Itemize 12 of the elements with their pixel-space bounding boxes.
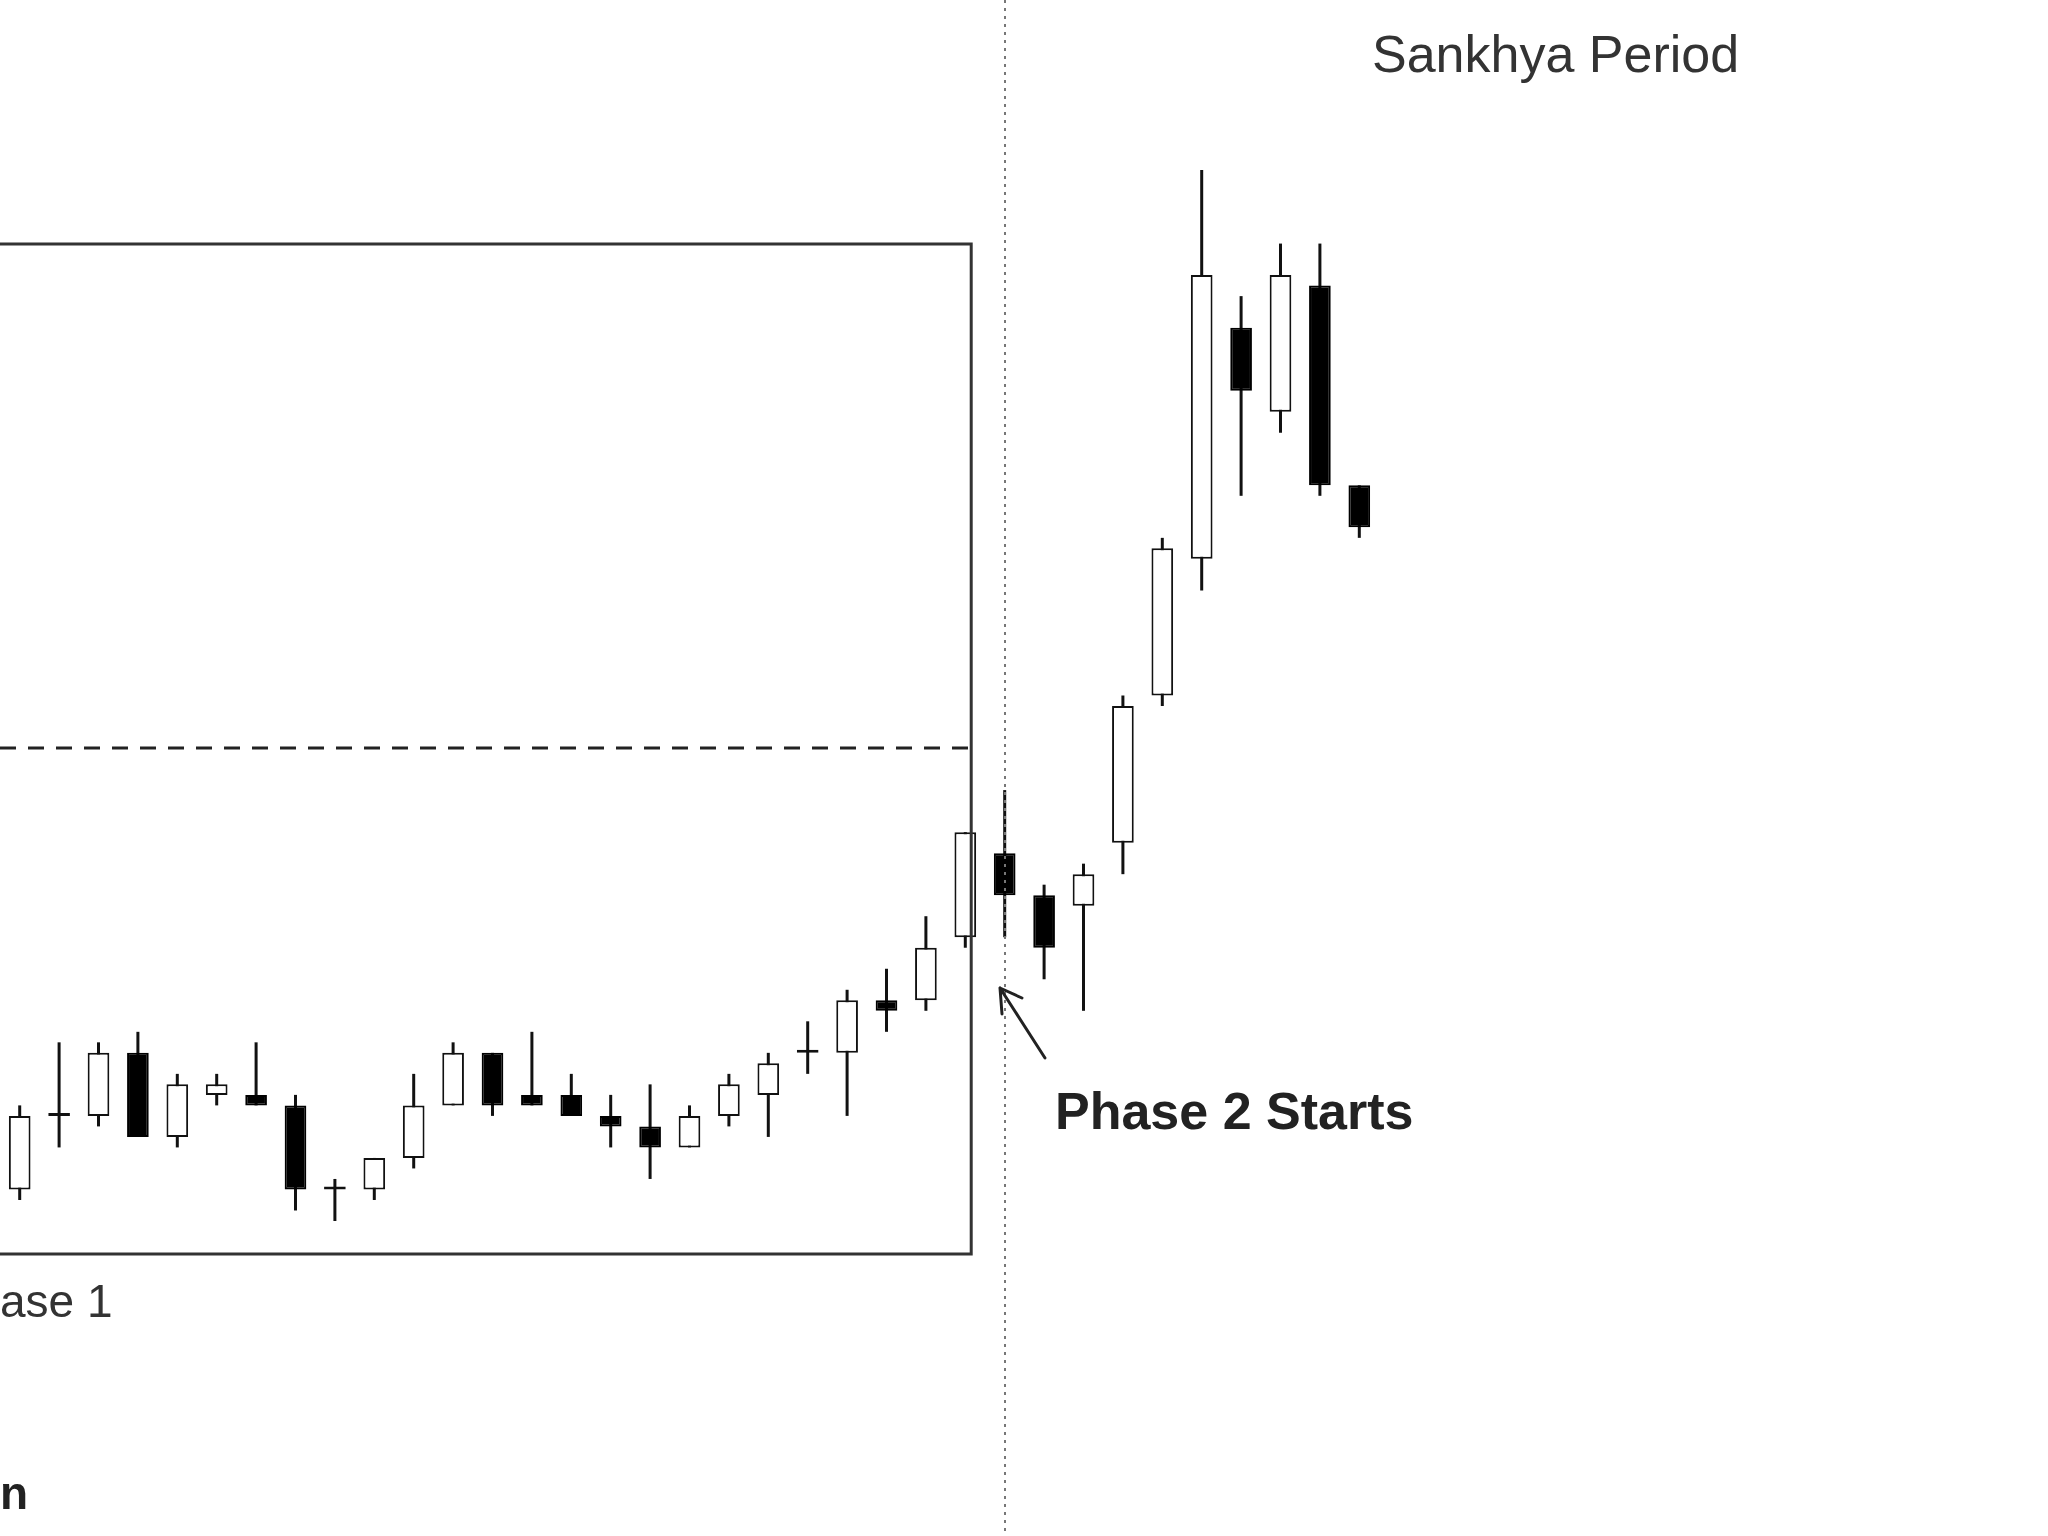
candlestick [639, 1084, 661, 1179]
text: n [0, 1467, 29, 1519]
candlestick [560, 1072, 583, 1116]
candlestick [875, 967, 898, 1032]
text: Sankhya Period [1372, 25, 1740, 83]
candlestick [48, 1042, 70, 1148]
candlestick [599, 1093, 622, 1148]
candlestick [205, 1072, 228, 1106]
annotation: Phase 2 Starts [1055, 1082, 1414, 1140]
candlestick [521, 1030, 543, 1106]
candlestick [245, 1042, 267, 1106]
text: ase 1 [0, 1275, 113, 1327]
